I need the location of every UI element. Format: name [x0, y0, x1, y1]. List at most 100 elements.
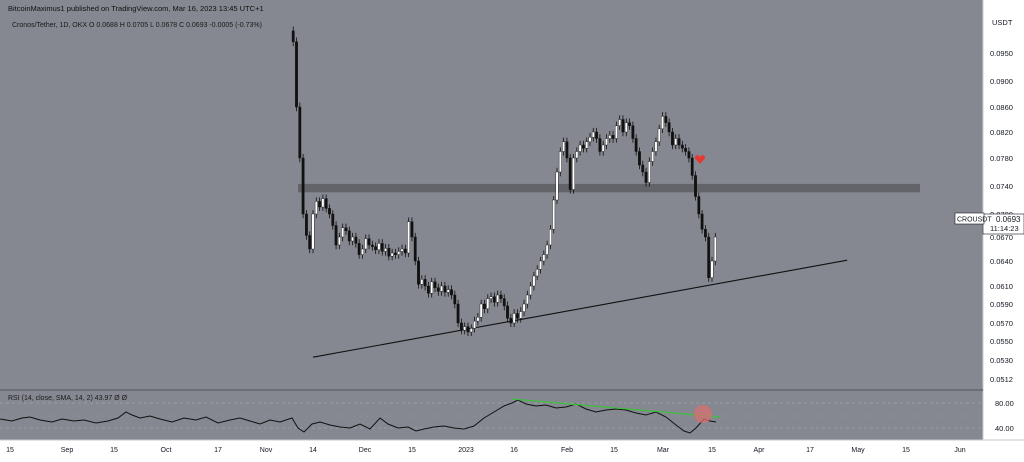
- time-axis-label: 17: [806, 447, 814, 454]
- candle-bull: [469, 328, 473, 333]
- candle-bull: [314, 201, 318, 215]
- candle-bear: [459, 322, 463, 331]
- price-tick-label: 0.0590: [990, 300, 1013, 309]
- candle-bull: [390, 252, 394, 257]
- candle-bear: [700, 213, 704, 230]
- candle-bull: [532, 275, 536, 287]
- time-axis-label: 2023: [458, 447, 474, 454]
- candle-bull: [463, 326, 467, 331]
- time-axis-labels: 15 Sep 15 Oct 17 Nov 14 Dec 15 2023 16 Feb 15 Mar 15 Ap…: [6, 447, 966, 454]
- candle-bear: [483, 303, 486, 309]
- candle-bear: [697, 196, 701, 215]
- candle-bear: [334, 225, 338, 246]
- candle-bear: [664, 116, 668, 123]
- candle-bear: [671, 131, 674, 146]
- price-tick-label: 0.0900: [990, 77, 1013, 86]
- candle-bear: [690, 157, 694, 176]
- candle-bull: [562, 141, 566, 152]
- candle-bull: [647, 161, 651, 183]
- candle-bull: [657, 128, 661, 142]
- candle-bull: [549, 229, 552, 246]
- time-axis-label: Mar: [657, 447, 670, 454]
- candle-bull: [591, 131, 595, 138]
- candle-bull: [588, 136, 592, 142]
- candle-bull: [710, 260, 714, 278]
- candle-bull: [321, 198, 325, 208]
- symbol-tag-label: CROUSDT: [957, 217, 992, 224]
- symbol-tag: [954, 212, 985, 225]
- candle-bear: [581, 144, 585, 149]
- candle-bear: [453, 294, 457, 305]
- candle-bull: [605, 138, 608, 146]
- rsi-tick-label: 40.00: [995, 424, 1014, 433]
- candle-bull: [545, 244, 549, 255]
- candle-bull: [430, 281, 434, 294]
- candle-bear: [413, 236, 417, 262]
- time-axis-label: 15: [408, 447, 416, 454]
- time-axis-background[interactable]: [0, 440, 1024, 462]
- candle-bull: [575, 151, 579, 159]
- candle-bull: [558, 151, 562, 173]
- candle-bull: [512, 313, 516, 324]
- candle-bull: [572, 157, 575, 190]
- price-tick-label: 0.0640: [990, 257, 1013, 266]
- candle-bear: [704, 229, 707, 238]
- candle-bear: [506, 305, 509, 319]
- candle-bull: [476, 317, 480, 322]
- candle-bear: [565, 141, 569, 159]
- candle-bear: [305, 213, 308, 236]
- candle-bear: [417, 260, 420, 285]
- candle-bear: [611, 135, 615, 139]
- time-axis-label: Nov: [260, 447, 273, 454]
- candle-bear: [328, 208, 331, 215]
- time-axis-label: 15: [110, 447, 118, 454]
- candle-bear: [641, 164, 645, 173]
- candle-bull: [614, 125, 618, 139]
- candle-bear: [374, 246, 378, 251]
- candle-bear: [631, 125, 635, 139]
- time-axis-label: Sep: [61, 447, 74, 454]
- candle-bull: [585, 141, 589, 149]
- time-axis-label: Feb: [561, 447, 573, 454]
- candle-bear: [492, 296, 496, 303]
- candle-bull: [473, 320, 476, 329]
- candle-bull: [364, 238, 368, 250]
- time-axis-label: 15: [610, 447, 618, 454]
- candle-bear: [450, 289, 453, 296]
- candle-bear: [291, 30, 295, 43]
- candle-bull: [361, 248, 364, 255]
- candle-bear: [423, 279, 427, 287]
- candle-bull: [519, 311, 523, 319]
- price-tick-label: 0.0550: [990, 337, 1013, 346]
- time-axis-label: 15: [708, 447, 716, 454]
- candle-bear: [410, 221, 414, 238]
- candle-bear: [295, 41, 298, 108]
- candle-bull: [420, 279, 424, 285]
- rsi-bearish-divergence-line: [511, 398, 721, 418]
- time-axis-label: Apr: [754, 447, 766, 454]
- candle-bull: [446, 289, 450, 293]
- candle-bear: [331, 213, 335, 226]
- candle-bull: [713, 236, 717, 262]
- candle-bull: [661, 116, 664, 130]
- candle-bear: [443, 285, 447, 293]
- candle-bull: [377, 243, 381, 250]
- time-axis-label: Dec: [359, 447, 372, 454]
- candle-bull: [400, 248, 404, 252]
- rsi-axis-ticks: 80.00 40.00: [995, 399, 1014, 433]
- candle-bull: [337, 236, 341, 246]
- candle-bull: [552, 199, 556, 230]
- candle-bear: [308, 235, 312, 250]
- last-price-value: 0.0693: [996, 215, 1021, 224]
- candle-bear: [367, 238, 371, 246]
- candle-bear: [638, 151, 641, 166]
- price-tick-label: 0.0570: [990, 319, 1013, 328]
- time-axis-label: 15: [6, 447, 14, 454]
- candle-bull: [535, 269, 539, 277]
- candle-bull: [407, 221, 411, 254]
- price-axis-currency: USDT: [992, 18, 1013, 27]
- candle-bull: [539, 260, 542, 270]
- resistance-zone: [298, 183, 920, 193]
